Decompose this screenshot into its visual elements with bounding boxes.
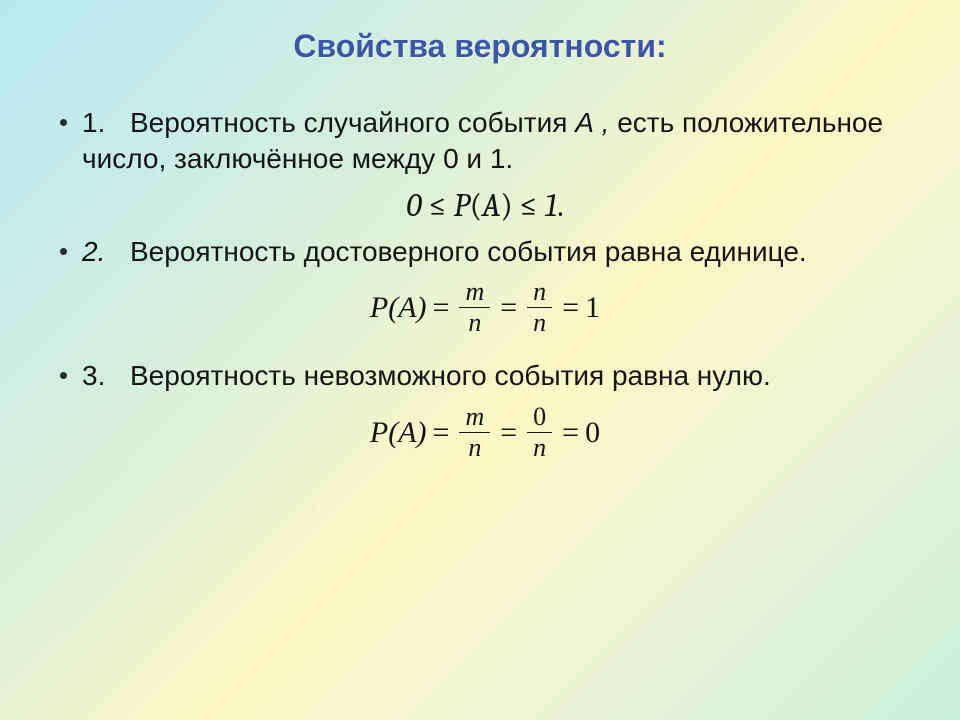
frac-top: m bbox=[459, 404, 490, 433]
item-body-post: Вероятность невозможного события равна н… bbox=[130, 360, 771, 391]
frac-bot: n bbox=[459, 433, 490, 461]
item-text: 2.Вероятность достоверного события равна… bbox=[82, 234, 807, 270]
eq-sign: = bbox=[433, 291, 450, 325]
formula-fraction: P(A) = mn = nn = 1 bbox=[60, 279, 910, 336]
frac-bot: n bbox=[527, 433, 552, 461]
item-text: 3.Вероятность невозможного события равна… bbox=[82, 358, 771, 394]
eq-sign: = bbox=[500, 416, 517, 450]
formula-result: 1 bbox=[585, 291, 600, 325]
eq-sign: = bbox=[500, 291, 517, 325]
eq-sign: = bbox=[433, 416, 450, 450]
bullet-dot-icon bbox=[60, 248, 67, 255]
bullet-list: 1.Вероятность случайного события А , ест… bbox=[50, 105, 910, 461]
item-body-pre: Вероятность случайного события bbox=[130, 107, 575, 138]
frac-bot: n bbox=[527, 308, 552, 336]
slide-title: Свойства вероятности: bbox=[50, 28, 910, 65]
bullet-dot-icon bbox=[60, 119, 67, 126]
item-number: 2. bbox=[82, 234, 130, 270]
pa-label: P(A) bbox=[370, 416, 427, 450]
frac-top: n bbox=[527, 279, 552, 308]
item-number: 3. bbox=[82, 358, 130, 394]
frac-top: 0 bbox=[527, 404, 552, 433]
eq-sign: = bbox=[562, 416, 579, 450]
item-text: 1.Вероятность случайного события А , ест… bbox=[82, 105, 910, 177]
formula-fraction: P(A) = mn = 0n = 0 bbox=[60, 404, 910, 461]
formula-inline: 0 ≤ P(A) ≤ 1. bbox=[60, 187, 910, 224]
list-item: 2.Вероятность достоверного события равна… bbox=[60, 234, 910, 337]
bullet-dot-icon bbox=[60, 372, 67, 379]
list-item: 3.Вероятность невозможного события равна… bbox=[60, 358, 910, 461]
item-number: 1. bbox=[82, 105, 130, 141]
slide: Свойства вероятности: 1.Вероятность случ… bbox=[0, 0, 960, 501]
list-item: 1.Вероятность случайного события А , ест… bbox=[60, 105, 910, 224]
pa-label: P(A) bbox=[370, 291, 427, 325]
item-body-ital: А , bbox=[575, 107, 609, 138]
frac-top: m bbox=[459, 279, 490, 308]
item-body-post: Вероятность достоверного события равна е… bbox=[130, 236, 807, 267]
formula-result: 0 bbox=[585, 416, 600, 450]
eq-sign: = bbox=[562, 291, 579, 325]
frac-bot: n bbox=[459, 308, 490, 336]
